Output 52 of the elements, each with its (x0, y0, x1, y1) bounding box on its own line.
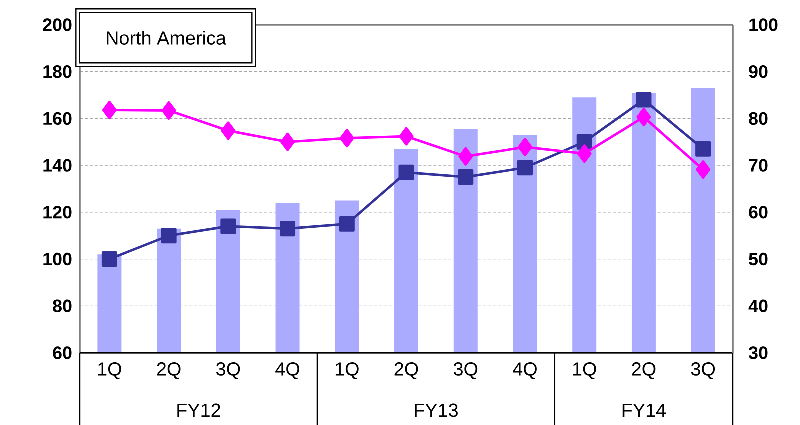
point (696, 141, 712, 157)
text: FY12 (178, 404, 220, 417)
y-tick-label: 200 (43, 18, 72, 32)
point (162, 101, 176, 120)
y2-tick-label: 70 (749, 159, 768, 172)
point (636, 108, 652, 127)
point (280, 221, 296, 237)
x-tick-label: 4Q (513, 362, 537, 380)
point (696, 160, 711, 180)
point (636, 92, 652, 108)
point (102, 101, 117, 120)
y-tick-label: 80 (53, 300, 72, 312)
y2-tick-label: 40 (748, 300, 768, 312)
x-tick-label: 1Q (573, 362, 596, 380)
point (517, 160, 533, 176)
y-tick-label: 180 (44, 65, 72, 78)
point (458, 147, 474, 166)
point (340, 129, 354, 148)
x-tick-label: 3Q (454, 362, 478, 380)
y-tick-label: 60 (53, 346, 72, 360)
x-tick-label: 2Q (632, 362, 656, 380)
y-tick-label: 100 (44, 252, 72, 266)
x-tick-label: 3Q (691, 362, 716, 380)
y-tick-label: 120 (44, 206, 72, 219)
x-tick-label: 4Q (276, 362, 300, 380)
point (399, 127, 414, 146)
text: FY13 (415, 404, 458, 418)
point (280, 132, 296, 152)
y2-tick-label: 100 (750, 18, 778, 32)
x-tick-label: 3Q (216, 362, 240, 380)
y2-tick-label: 80 (749, 112, 768, 126)
x-tick-label: 2Q (394, 362, 418, 380)
point (339, 216, 355, 232)
point (398, 164, 414, 180)
point (221, 122, 236, 140)
y2-tick-label: 50 (749, 252, 768, 266)
point (220, 218, 236, 234)
point (102, 252, 118, 268)
point (161, 228, 177, 244)
point (577, 144, 592, 164)
y-tick-label: 140 (44, 159, 72, 172)
y2-tick-label: 60 (749, 206, 768, 219)
y-tick-label: 160 (44, 112, 72, 126)
y2-tick-label: 30 (748, 346, 768, 360)
chart-title: North America (107, 31, 226, 45)
point (458, 170, 474, 186)
x-tick-label: 1Q (98, 362, 122, 380)
y2-tick-label: 90 (749, 66, 768, 78)
x-tick-label: 2Q (157, 362, 181, 380)
x-tick-label: 1Q (336, 362, 359, 380)
text: FY14 (622, 404, 666, 417)
point (518, 138, 532, 157)
